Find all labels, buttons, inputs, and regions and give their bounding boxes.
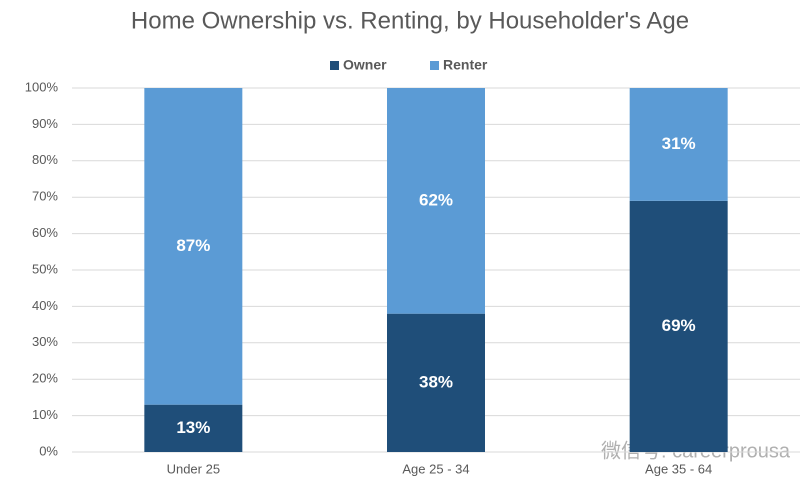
bar-segment [144, 404, 243, 452]
bar-segment [629, 88, 728, 201]
y-tick-label: 30% [32, 334, 58, 349]
y-tick-label: 60% [32, 225, 58, 240]
legend-swatch [330, 61, 339, 70]
value-label: 38% [419, 372, 453, 391]
bar-segment [387, 313, 485, 452]
legend-label: Owner [343, 57, 387, 73]
legend-label: Renter [443, 57, 488, 73]
bar-segment [629, 200, 728, 452]
y-tick-label: 0% [39, 443, 58, 458]
legend-swatch [430, 61, 439, 70]
x-tick-label: Under 25 [167, 461, 220, 476]
value-label: 87% [176, 236, 210, 255]
value-label: 69% [662, 316, 696, 335]
y-tick-label: 20% [32, 371, 58, 386]
y-tick-label: 40% [32, 298, 58, 313]
value-label: 31% [662, 134, 696, 153]
y-tick-label: 10% [32, 407, 58, 422]
bar-segment [144, 88, 243, 405]
y-tick-label: 100% [25, 79, 59, 94]
value-label: 62% [419, 190, 453, 209]
bar-segment [387, 88, 485, 314]
x-tick-label: Age 35 - 64 [645, 461, 712, 476]
value-label: 13% [176, 418, 210, 437]
y-tick-label: 70% [32, 189, 58, 204]
x-tick-label: Age 25 - 34 [402, 461, 469, 476]
chart-title: Home Ownership vs. Renting, by Household… [131, 7, 689, 34]
y-tick-label: 90% [32, 116, 58, 131]
y-tick-label: 80% [32, 152, 58, 167]
y-tick-label: 50% [32, 261, 58, 276]
